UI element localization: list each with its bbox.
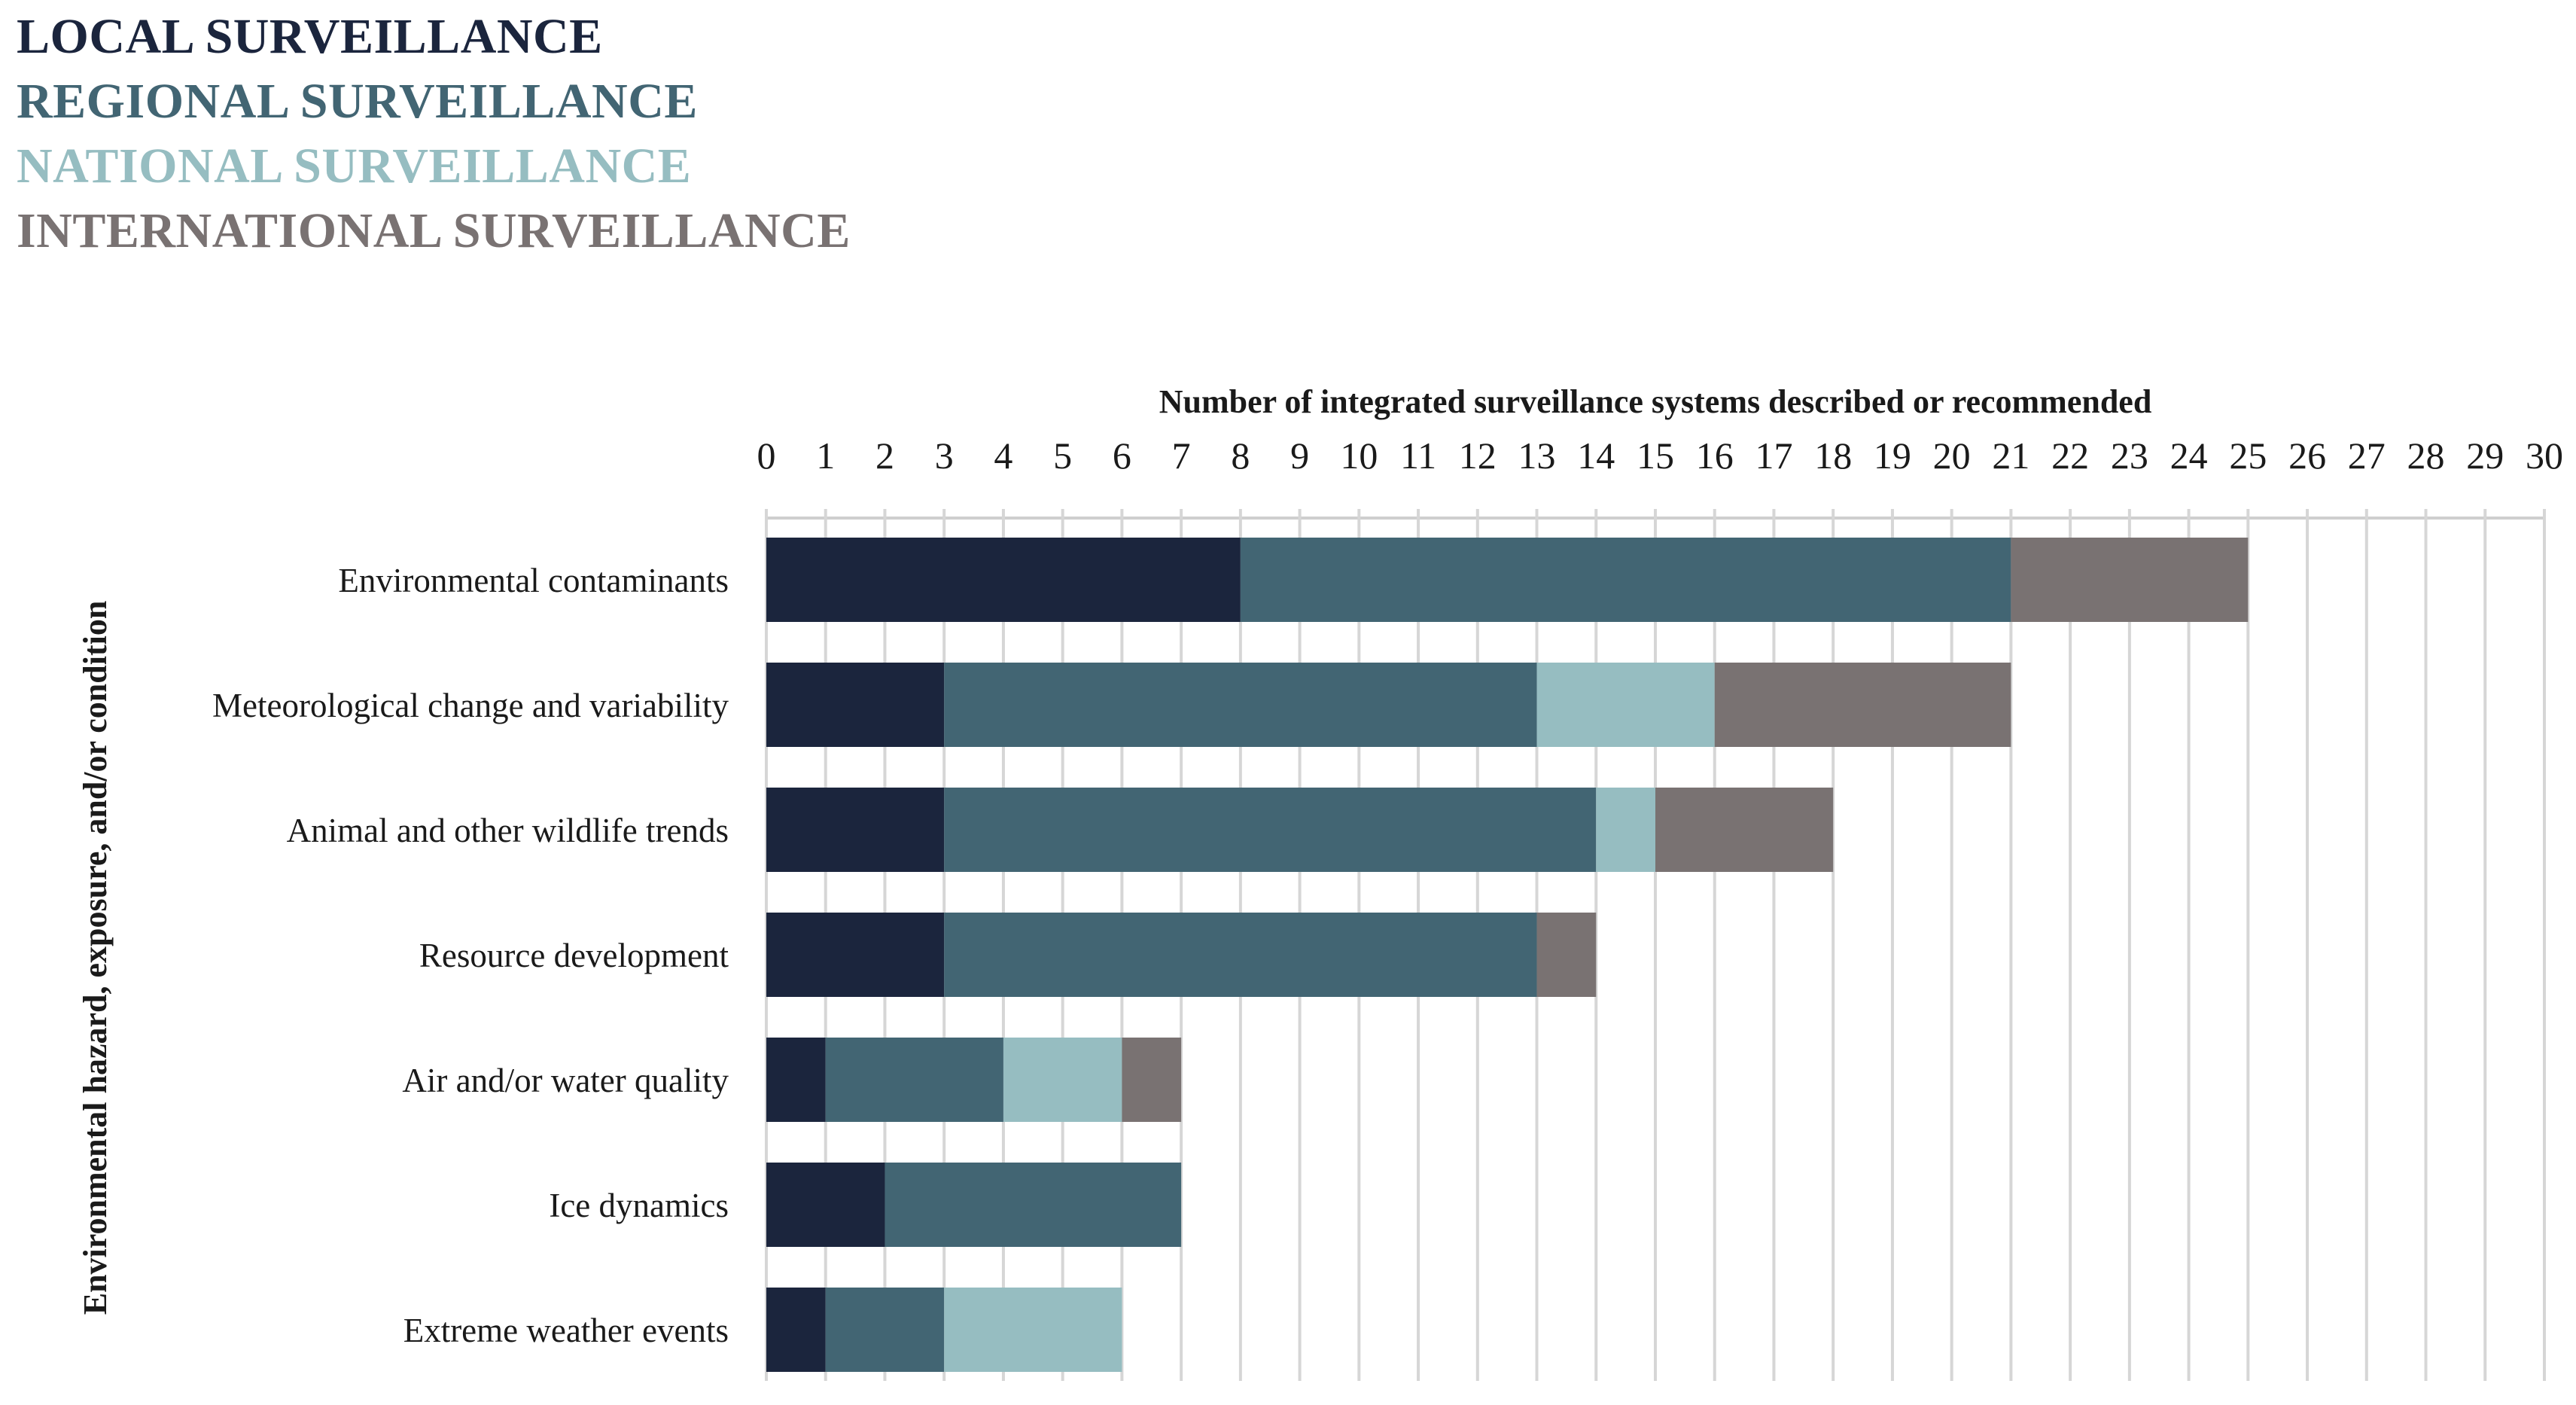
x-tick-label: 18: [1814, 434, 1852, 477]
x-tick-label: 29: [2466, 434, 2504, 477]
bar-segment: [885, 1163, 1182, 1247]
category-label: Air and/or water quality: [402, 1062, 729, 1099]
x-tick-label: 19: [1874, 434, 1911, 477]
bar-segment: [1122, 1038, 1182, 1122]
bar-segment: [944, 913, 1537, 997]
x-tick-label: 7: [1172, 434, 1191, 477]
x-tick-label: 3: [935, 434, 954, 477]
bar-segment: [766, 1288, 826, 1372]
x-tick-label: 21: [1992, 434, 2029, 477]
x-tick-label: 17: [1755, 434, 1792, 477]
x-tick-label: 24: [2170, 434, 2208, 477]
bar-segment: [1596, 788, 1655, 872]
x-tick-labels: 0 1 2 3 4 5 6 7 8 9 10 11 12 13 14 15 16 17 18 19 20 21 22 23 24…: [757, 434, 2564, 477]
bar-segment: [944, 663, 1537, 747]
legend-item-regional: REGIONAL SURVEILLANCE: [17, 74, 698, 129]
x-tick-label: 5: [1053, 434, 1072, 477]
bar-segment: [825, 1038, 1003, 1122]
category-label: Environmental contaminants: [338, 562, 729, 599]
x-tick-label: 0: [757, 434, 776, 477]
bar-segment: [2011, 538, 2249, 622]
x-tick-label: 14: [1577, 434, 1615, 477]
bar-segment: [944, 1288, 1122, 1372]
x-axis-title: Number of integrated surveillance system…: [1159, 383, 2152, 420]
legend-item-local: LOCAL SURVEILLANCE: [17, 9, 603, 64]
x-tick-label: 9: [1290, 434, 1309, 477]
category-label: Extreme weather events: [403, 1312, 729, 1349]
x-tick-label: 22: [2051, 434, 2089, 477]
bar-segment: [1536, 663, 1715, 747]
legend-item-international: INTERNATIONAL SURVEILLANCE: [17, 203, 851, 258]
bar-segment: [766, 788, 945, 872]
x-tick-label: 11: [1400, 434, 1436, 477]
x-tick-label: 12: [1459, 434, 1497, 477]
category-labels: Environmental contaminants Meteorological…: [212, 562, 729, 1349]
x-tick-label: 1: [816, 434, 835, 477]
x-tick-label: 8: [1231, 434, 1250, 477]
x-tick-label: 30: [2526, 434, 2563, 477]
x-tick-label: 25: [2229, 434, 2267, 477]
category-label: Ice dynamics: [549, 1187, 729, 1224]
category-label: Meteorological change and variability: [212, 687, 729, 724]
bar-segment: [1240, 538, 2011, 622]
legend-item-national: NATIONAL SURVEILLANCE: [17, 139, 692, 194]
legend: LOCAL SURVEILLANCE REGIONAL SURVEILLANCE…: [17, 5, 851, 264]
bar-segment: [825, 1288, 945, 1372]
x-tick-label: 6: [1113, 434, 1131, 477]
x-tick-label: 15: [1637, 434, 1674, 477]
bar-segment: [766, 538, 1241, 622]
x-tick-label: 26: [2288, 434, 2326, 477]
x-tick-label: 4: [994, 434, 1012, 477]
bar-segment: [766, 913, 945, 997]
x-tick-label: 2: [875, 434, 894, 477]
bar-segment: [1655, 788, 1834, 872]
category-label: Resource development: [419, 937, 729, 974]
x-tick-label: 16: [1696, 434, 1734, 477]
bar-segment: [1003, 1038, 1122, 1122]
bar-segment: [766, 663, 945, 747]
x-tick-label: 13: [1518, 434, 1556, 477]
x-tick-label: 10: [1340, 434, 1378, 477]
x-tick-label: 20: [1933, 434, 1971, 477]
bar-segment: [766, 1163, 885, 1247]
bar-segment: [766, 1038, 826, 1122]
category-label: Animal and other wildlife trends: [287, 812, 729, 849]
bars: [766, 538, 2249, 1372]
x-tick-label: 27: [2348, 434, 2386, 477]
bar-segment: [1536, 913, 1597, 997]
bar-segment: [1714, 663, 2011, 747]
bar-segment: [944, 788, 1597, 872]
x-tick-label: 23: [2111, 434, 2148, 477]
x-tick-label: 28: [2407, 434, 2445, 477]
y-axis-title: Environmental hazard, exposure, and/or c…: [77, 601, 114, 1315]
